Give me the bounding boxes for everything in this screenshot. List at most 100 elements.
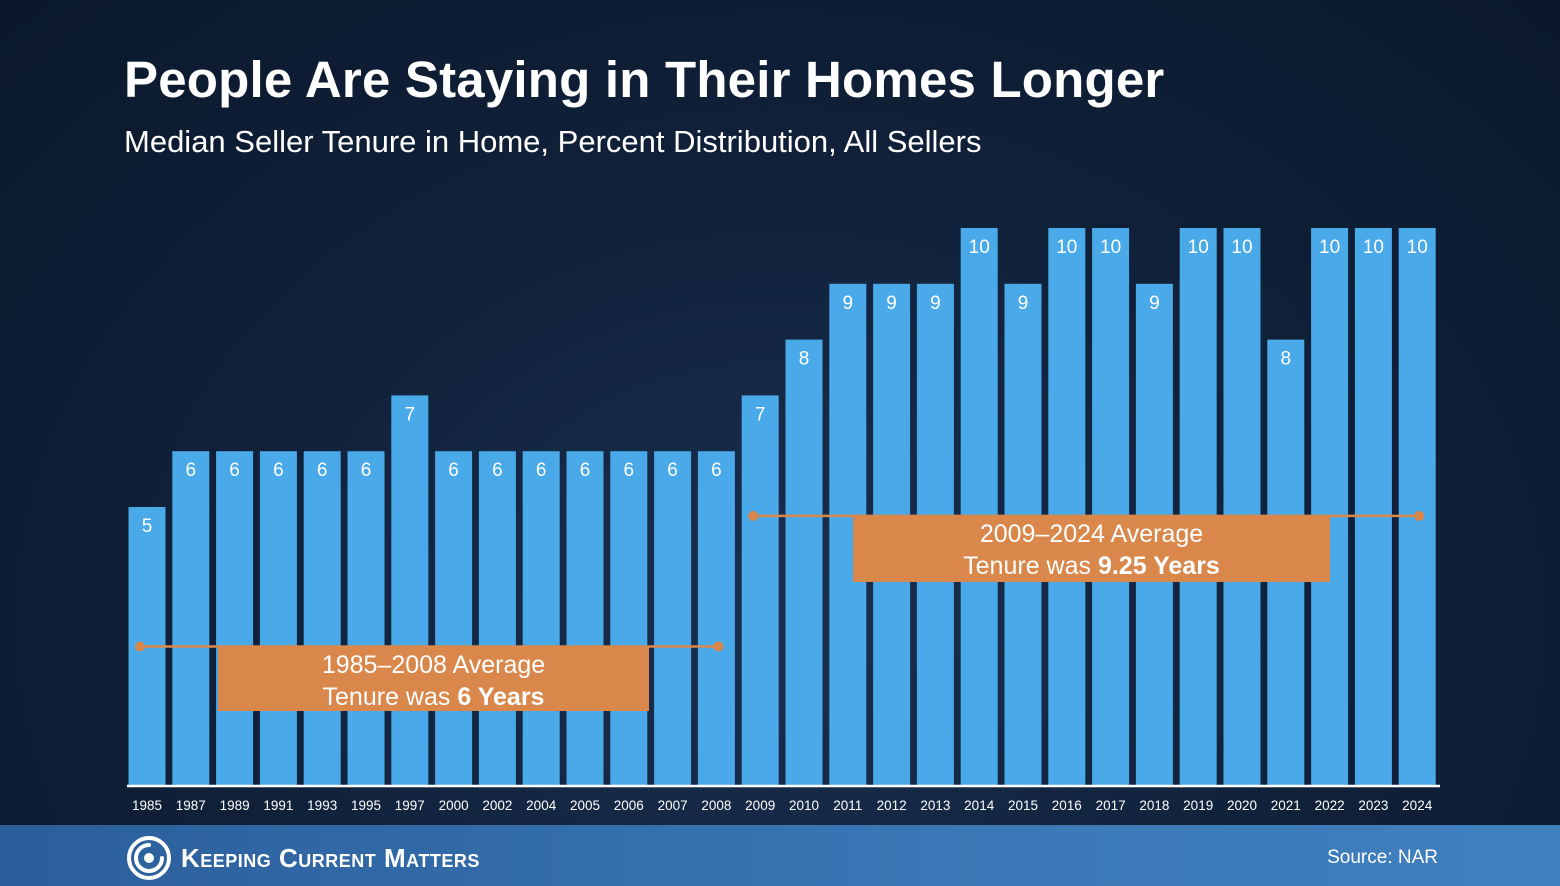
- x-tick-1993: 1993: [307, 798, 337, 813]
- x-tick-2009: 2009: [745, 798, 775, 813]
- x-tick-2000: 2000: [439, 798, 469, 813]
- average-callout-value-1: 9.25 Years: [1098, 552, 1220, 580]
- average-callout-prefix-0: Tenure was: [323, 683, 458, 711]
- x-tick-2005: 2005: [570, 798, 600, 813]
- x-tick-1987: 1987: [176, 798, 206, 813]
- bar-1993: [303, 451, 341, 786]
- data-label-2023: 10: [1363, 237, 1384, 258]
- x-tick-2011: 2011: [833, 798, 862, 813]
- average-callout-box-0: [218, 646, 649, 711]
- source-note: Source: NAR: [1327, 847, 1438, 868]
- x-tick-2010: 2010: [789, 798, 819, 813]
- bar-1995: [347, 451, 385, 786]
- bar-2020: [1223, 228, 1261, 786]
- data-label-1991: 6: [273, 460, 284, 481]
- bar-2010: [785, 339, 823, 786]
- data-label-2011: 9: [843, 293, 854, 314]
- x-tick-1995: 1995: [351, 798, 381, 813]
- bar-1997: [391, 395, 429, 786]
- average-callout-line1-0: 1985–2008 Average: [322, 651, 545, 679]
- data-label-2017: 10: [1100, 237, 1121, 258]
- x-tick-2006: 2006: [614, 798, 644, 813]
- data-label-2022: 10: [1319, 237, 1340, 258]
- bar-2000: [435, 451, 473, 786]
- data-label-2002: 6: [492, 460, 503, 481]
- page-title: People Are Staying in Their Homes Longer: [124, 51, 1165, 108]
- footer-bar: Keeping Current Matters Source: NAR: [0, 825, 1560, 886]
- data-label-2005: 6: [580, 460, 591, 481]
- x-tick-2024: 2024: [1402, 798, 1433, 813]
- x-tick-2013: 2013: [920, 798, 950, 813]
- average-callout-box-1: [853, 515, 1330, 582]
- data-label-2004: 6: [536, 460, 547, 481]
- x-tick-2008: 2008: [701, 798, 731, 813]
- bar-2019: [1179, 228, 1217, 786]
- data-label-1997: 7: [405, 404, 416, 425]
- data-label-2006: 6: [624, 460, 635, 481]
- data-label-1989: 6: [229, 460, 240, 481]
- average-callout-prefix-1: Tenure was: [963, 552, 1098, 580]
- bar-1989: [216, 451, 254, 786]
- data-label-2024: 10: [1407, 237, 1428, 258]
- data-label-2015: 9: [1018, 293, 1029, 314]
- bar-2022: [1311, 228, 1349, 786]
- x-tick-1989: 1989: [220, 798, 250, 813]
- bar-2009: [741, 395, 779, 786]
- bar-2024: [1398, 228, 1436, 786]
- page-subtitle: Median Seller Tenure in Home, Percent Di…: [124, 124, 982, 159]
- data-label-2013: 9: [930, 293, 941, 314]
- bar-2014: [960, 228, 998, 786]
- data-label-1993: 6: [317, 460, 328, 481]
- bar-2006: [610, 451, 648, 786]
- data-label-2010: 8: [799, 349, 810, 370]
- x-tick-2016: 2016: [1052, 798, 1082, 813]
- data-label-2008: 6: [711, 460, 722, 481]
- data-label-2021: 8: [1281, 349, 1292, 370]
- x-tick-2017: 2017: [1096, 798, 1126, 813]
- average-callout-line2-0: Tenure was 6 Years: [323, 683, 545, 711]
- x-tick-1997: 1997: [395, 798, 425, 813]
- x-tick-2012: 2012: [877, 798, 907, 813]
- bar-2016: [1048, 228, 1086, 786]
- bar-2017: [1092, 228, 1130, 786]
- bar-2023: [1354, 228, 1392, 786]
- data-label-2007: 6: [667, 460, 678, 481]
- x-tick-2014: 2014: [964, 798, 995, 813]
- bar-1987: [172, 451, 210, 786]
- average-line-start-1: [748, 510, 759, 521]
- bar-2008: [697, 451, 735, 786]
- x-tick-2023: 2023: [1358, 798, 1388, 813]
- average-callout-line1-1: 2009–2024 Average: [980, 520, 1203, 548]
- x-tick-2021: 2021: [1271, 798, 1301, 813]
- average-line-start-0: [135, 641, 145, 652]
- data-label-2012: 9: [886, 293, 897, 314]
- x-tick-2002: 2002: [482, 798, 512, 813]
- data-label-2020: 10: [1231, 237, 1252, 258]
- bar-2007: [654, 451, 692, 786]
- x-tick-2018: 2018: [1139, 798, 1169, 813]
- data-label-2014: 10: [969, 237, 990, 258]
- bar-2002: [478, 451, 516, 786]
- data-label-2000: 6: [448, 460, 459, 481]
- x-tick-2020: 2020: [1227, 798, 1257, 813]
- average-callout-value-0: 6 Years: [457, 683, 544, 711]
- kcm-swirl-icon: [127, 836, 171, 880]
- x-tick-2007: 2007: [658, 798, 688, 813]
- data-label-2018: 9: [1149, 293, 1160, 314]
- average-line-end-0: [713, 641, 724, 652]
- bar-2004: [522, 451, 560, 786]
- data-label-1995: 6: [361, 460, 372, 481]
- x-tick-1991: 1991: [263, 798, 293, 813]
- data-label-2009: 7: [755, 404, 766, 425]
- x-tick-2022: 2022: [1315, 798, 1345, 813]
- data-label-2019: 10: [1188, 237, 1209, 258]
- average-callout-line2-1: Tenure was 9.25 Years: [963, 552, 1220, 580]
- average-line-end-1: [1414, 510, 1425, 521]
- bar-1991: [259, 451, 297, 786]
- bar-2005: [566, 451, 604, 786]
- x-tick-1985: 1985: [132, 798, 162, 813]
- data-label-2016: 10: [1056, 237, 1077, 258]
- bar-chart: 5 1985 6 1987 6 1989 6 1991 6 1993 6 1995 7 1997 6 2000…: [128, 228, 1436, 813]
- data-label-1987: 6: [186, 460, 197, 481]
- x-tick-2004: 2004: [526, 798, 557, 813]
